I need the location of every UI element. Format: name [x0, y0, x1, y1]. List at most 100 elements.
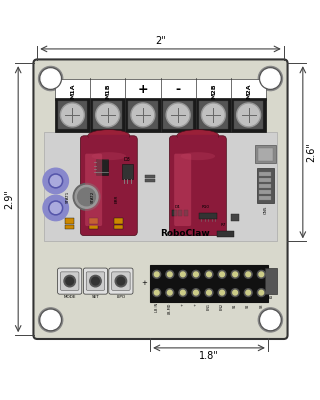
Circle shape — [66, 277, 74, 285]
FancyBboxPatch shape — [60, 272, 79, 290]
Circle shape — [244, 289, 252, 296]
Circle shape — [96, 103, 120, 127]
Circle shape — [153, 270, 161, 278]
Circle shape — [192, 270, 200, 278]
Circle shape — [41, 69, 60, 88]
Bar — [114, 218, 123, 224]
Circle shape — [205, 289, 213, 296]
Bar — [259, 172, 271, 176]
Bar — [44, 132, 277, 241]
Circle shape — [259, 290, 264, 295]
Bar — [65, 218, 74, 224]
Circle shape — [261, 69, 280, 88]
Text: RoboClaw: RoboClaw — [160, 228, 210, 238]
Bar — [258, 148, 273, 161]
Circle shape — [117, 277, 125, 285]
Circle shape — [131, 103, 155, 127]
Circle shape — [179, 289, 187, 296]
Text: +: + — [194, 303, 198, 306]
Circle shape — [114, 132, 120, 139]
Text: EN1: EN1 — [207, 303, 211, 310]
Bar — [184, 210, 188, 216]
Circle shape — [238, 104, 259, 126]
Bar — [145, 179, 155, 182]
Text: D4: D4 — [174, 204, 180, 208]
FancyBboxPatch shape — [34, 60, 288, 339]
Text: R7: R7 — [220, 223, 226, 227]
Text: 2.6": 2.6" — [307, 142, 317, 162]
Circle shape — [257, 270, 265, 278]
Text: +: + — [181, 303, 185, 306]
Bar — [89, 218, 98, 224]
Circle shape — [203, 104, 224, 126]
Bar — [259, 178, 271, 182]
FancyBboxPatch shape — [58, 268, 82, 294]
Circle shape — [261, 310, 280, 330]
Circle shape — [43, 195, 68, 221]
Text: M1B: M1B — [105, 83, 110, 99]
Circle shape — [167, 290, 172, 295]
Bar — [58, 101, 87, 129]
Circle shape — [180, 272, 185, 277]
Circle shape — [207, 272, 212, 277]
Circle shape — [166, 289, 174, 296]
Circle shape — [166, 103, 190, 127]
Circle shape — [205, 270, 213, 278]
Circle shape — [40, 68, 61, 89]
FancyBboxPatch shape — [80, 136, 137, 236]
Bar — [93, 101, 123, 129]
Text: 2": 2" — [155, 36, 166, 46]
FancyBboxPatch shape — [109, 268, 133, 294]
Text: S3: S3 — [268, 296, 273, 300]
Circle shape — [192, 289, 200, 296]
Text: +: + — [138, 83, 148, 96]
Bar — [150, 265, 268, 302]
Text: SET: SET — [92, 295, 99, 299]
Text: LB-MD: LB-MD — [168, 303, 172, 314]
Circle shape — [154, 290, 159, 295]
Circle shape — [62, 104, 83, 126]
Text: M2A: M2A — [246, 83, 251, 99]
Circle shape — [244, 270, 252, 278]
FancyBboxPatch shape — [86, 272, 105, 290]
Circle shape — [75, 185, 98, 208]
Circle shape — [237, 103, 260, 127]
FancyBboxPatch shape — [89, 135, 129, 149]
Circle shape — [38, 66, 63, 90]
Bar — [55, 98, 266, 132]
Text: MODE: MODE — [63, 295, 76, 299]
Circle shape — [257, 289, 265, 296]
Circle shape — [201, 103, 225, 127]
Circle shape — [218, 289, 226, 296]
Text: M2B: M2B — [211, 83, 216, 99]
Bar — [199, 101, 228, 129]
Bar — [128, 101, 158, 129]
FancyBboxPatch shape — [169, 136, 226, 236]
Circle shape — [43, 168, 68, 194]
Circle shape — [258, 66, 283, 90]
Text: STAT2: STAT2 — [90, 191, 94, 203]
Circle shape — [49, 174, 63, 188]
FancyBboxPatch shape — [174, 154, 191, 226]
Circle shape — [78, 188, 95, 206]
Circle shape — [49, 201, 63, 215]
Circle shape — [233, 272, 237, 277]
Circle shape — [180, 290, 185, 295]
Text: -: - — [176, 83, 181, 96]
Bar — [259, 190, 271, 194]
Bar — [65, 225, 74, 229]
Circle shape — [41, 310, 60, 330]
Circle shape — [218, 270, 226, 278]
Bar — [231, 214, 239, 221]
Text: LB IN: LB IN — [155, 303, 159, 312]
Circle shape — [92, 277, 99, 285]
Bar — [145, 174, 155, 178]
Text: M1A: M1A — [70, 83, 75, 99]
Circle shape — [50, 176, 61, 186]
Text: +: + — [141, 280, 148, 286]
Bar — [199, 213, 217, 219]
Bar — [178, 210, 182, 216]
Bar — [234, 101, 263, 129]
Bar — [89, 225, 98, 229]
Text: S1: S1 — [233, 303, 237, 308]
